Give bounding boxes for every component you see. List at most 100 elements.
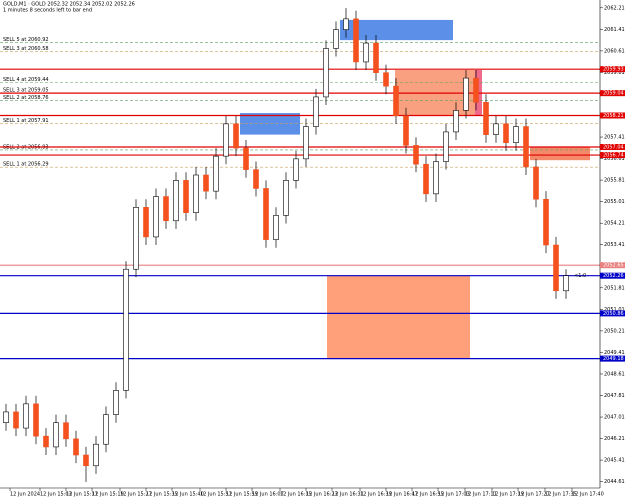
x-tick-label: 12 Jun 15:03 [40, 492, 72, 498]
x-tick-label: 12 Jun 15:27 [120, 492, 152, 498]
candle-body [343, 18, 349, 30]
y-tick-label: 2047.81 [604, 393, 625, 399]
level-tag [600, 152, 625, 159]
level-tag-label: 2050.86 [603, 311, 624, 317]
level-tag [600, 355, 625, 362]
candle-body [213, 155, 219, 192]
x-tick-label: 12 Jun 17:35 [545, 492, 577, 498]
x-tick-label: 12 Jun 17:03 [438, 492, 470, 498]
candle-body [473, 77, 479, 103]
y-tick-label: 2053.41 [604, 242, 625, 248]
y-tick-label: 2045.41 [604, 458, 625, 464]
zone [340, 19, 453, 41]
candle-body [93, 443, 99, 467]
x-tick-label: 12 Jun 15:11 [66, 492, 98, 498]
y-tick-label: 2055.01 [604, 199, 625, 205]
candle-body [113, 390, 119, 415]
y-tick-label: 2044.61 [604, 479, 625, 485]
candle-body [463, 77, 469, 111]
y-tick-label: 2054.21 [604, 221, 625, 227]
candle-body [453, 110, 459, 133]
candle-body [423, 163, 429, 195]
y-tick-label: 2051.01 [604, 307, 625, 313]
x-tick-label: 12 Jun 17:19 [492, 492, 524, 498]
level-tag-label: 2059.04 [603, 91, 624, 97]
candle-body [493, 123, 499, 135]
candle-body [33, 403, 39, 437]
candle-body [253, 169, 259, 189]
order-label: SELL 1 at 2057.91 [3, 118, 49, 124]
level-tag-label: 2052.65 [603, 263, 624, 269]
candle-body [123, 268, 129, 391]
x-tick-label: 12 Jun 16:55 [412, 492, 444, 498]
candle-body [523, 126, 529, 168]
candle-body [543, 198, 549, 246]
level-tag [600, 66, 625, 73]
candle-body [323, 48, 329, 98]
candle-body [43, 435, 49, 448]
candle-body [403, 115, 409, 146]
candle-body [173, 180, 179, 222]
y-tick-label: 2049.41 [604, 350, 625, 356]
candle-body [73, 438, 79, 456]
candle-body [293, 158, 299, 181]
x-tick-label: 12 Jun 15:51 [200, 492, 232, 498]
y-tick-label: 2062.21 [604, 5, 625, 11]
candle-body [163, 196, 169, 222]
level-tag-label: 2059.93 [603, 67, 624, 73]
x-tick-label: 12 Jun 17:11 [465, 492, 497, 498]
candle-body [503, 123, 509, 143]
y-tick-label: 2046.21 [604, 436, 625, 442]
y-tick-label: 2059.81 [604, 70, 625, 76]
order-label: SELL 1 at 2056.29 [3, 162, 49, 168]
x-tick-label: 12 Jun 15:59 [226, 492, 258, 498]
candle-body [263, 188, 269, 240]
candle-body [243, 147, 249, 170]
candle-body [143, 207, 149, 238]
order-label: SELL 5 at 2060.92 [3, 37, 49, 43]
candle-body [433, 161, 439, 195]
x-tick-label: 12 Jun 15:35 [146, 492, 178, 498]
candle-body [513, 126, 519, 143]
chart-title: GOLD,M1 · GOLD 2052.32 2052.34 2052.02 2… [3, 2, 135, 8]
x-tick-label: 12 Jun 16:47 [386, 492, 418, 498]
candle-body [153, 196, 159, 238]
candle-body [393, 85, 399, 117]
order-label: SELL 3 at 2059.05 [3, 87, 49, 93]
candle-body [223, 123, 229, 157]
y-tick-label: 2051.81 [604, 285, 625, 291]
x-tick-label: 12 Jun 16:07 [252, 492, 284, 498]
candle-body [383, 72, 389, 87]
level-tag-label: 2056.74 [603, 153, 624, 159]
x-tick-label: 12 Jun 17:40 [572, 492, 604, 498]
candle-body [193, 174, 199, 213]
candle-body [373, 42, 379, 73]
level-tag-label: 2049.18 [603, 356, 624, 362]
candle-body [103, 414, 109, 445]
y-tick-label: 2060.61 [604, 48, 625, 54]
candle-body [313, 96, 319, 127]
candle-body [443, 131, 449, 162]
bid-note: <1:0 [574, 273, 586, 279]
zone [530, 147, 590, 161]
level-tag [600, 90, 625, 97]
order-label: SELL 2 at 2058.76 [3, 95, 49, 101]
level-tag-label: 2058.21 [603, 113, 624, 119]
candle-body [133, 207, 139, 270]
y-tick-label: 2047.01 [604, 415, 625, 421]
candle-body [333, 29, 339, 49]
level-tag [600, 144, 625, 150]
chart-subtitle: 1 minutes 8 seconds left to bar end [3, 8, 92, 14]
y-tick-label: 2048.61 [604, 371, 625, 377]
level-tag [600, 262, 625, 269]
candle-body [83, 454, 89, 467]
y-tick-label: 2056.61 [604, 156, 625, 162]
candle-body [413, 145, 419, 165]
x-tick-label: 12 Jun 15:40 [172, 492, 204, 498]
candle-body [13, 411, 19, 429]
order-label: SELL 3 at 2060.58 [3, 46, 49, 52]
x-tick-label: 12 Jun 16:39 [360, 492, 392, 498]
candle-body [363, 42, 369, 63]
